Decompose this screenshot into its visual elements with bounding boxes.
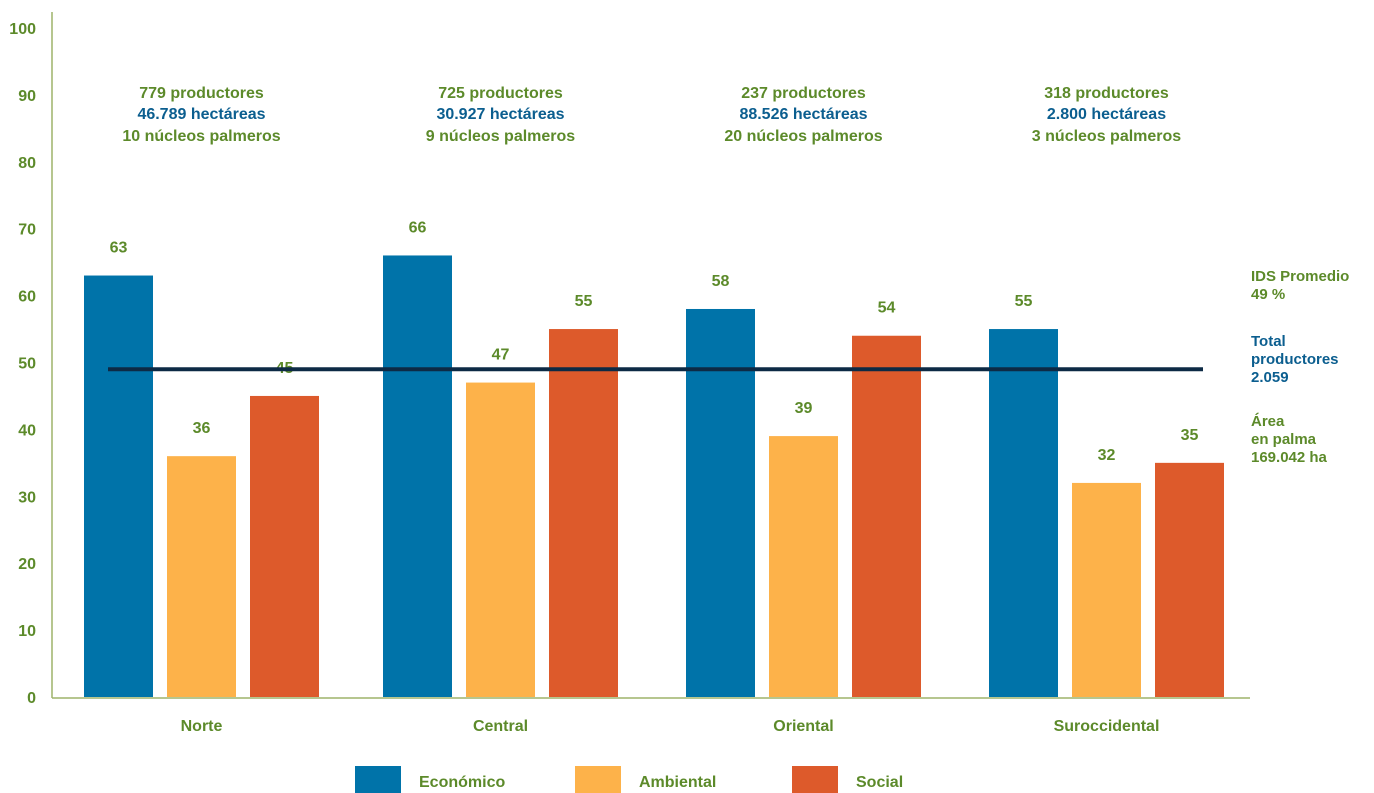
y-tick-label: 60 bbox=[18, 289, 36, 306]
bar-value-label: 54 bbox=[878, 300, 896, 317]
info-hectareas: 30.927 hectáreas bbox=[436, 106, 564, 123]
bar-central-ambiental bbox=[466, 382, 535, 697]
bar-value-label: 35 bbox=[1181, 427, 1199, 444]
bar-central-social bbox=[549, 329, 618, 697]
y-tick-label: 100 bbox=[9, 21, 36, 38]
bar-norte-economico bbox=[84, 275, 153, 697]
side-note-ids: IDS Promedio bbox=[1251, 268, 1349, 285]
y-tick-label: 50 bbox=[18, 356, 36, 373]
side-note-productores: productores bbox=[1251, 351, 1339, 368]
bar-value-label: 36 bbox=[193, 420, 211, 437]
side-note-area: Área bbox=[1251, 413, 1285, 430]
info-productores: 779 productores bbox=[139, 85, 264, 102]
bar-central-economico bbox=[383, 255, 452, 697]
bar-norte-ambiental bbox=[167, 456, 236, 697]
info-hectareas: 88.526 hectáreas bbox=[739, 106, 867, 123]
bar-value-label: 47 bbox=[492, 347, 510, 364]
x-category-label: Oriental bbox=[773, 718, 833, 735]
bar-oriental-social bbox=[852, 335, 921, 697]
legend-swatch bbox=[792, 766, 838, 793]
bar-suroccidental-ambiental bbox=[1072, 482, 1141, 697]
y-tick-label: 40 bbox=[18, 422, 36, 439]
y-tick-label: 10 bbox=[18, 623, 36, 640]
legend-label: Ambiental bbox=[639, 774, 716, 791]
side-note-area: 169.042 ha bbox=[1251, 449, 1328, 466]
bar-value-label: 32 bbox=[1098, 447, 1116, 464]
bar-suroccidental-economico bbox=[989, 329, 1058, 697]
info-nucleos: 10 núcleos palmeros bbox=[122, 128, 280, 145]
side-note-area: en palma bbox=[1251, 431, 1317, 448]
info-hectareas: 46.789 hectáreas bbox=[137, 106, 265, 123]
bar-oriental-ambiental bbox=[769, 436, 838, 697]
y-tick-label: 30 bbox=[18, 489, 36, 506]
bar-oriental-economico bbox=[686, 308, 755, 697]
info-hectareas: 2.800 hectáreas bbox=[1047, 106, 1166, 123]
bar-value-label: 63 bbox=[110, 240, 128, 257]
info-productores: 237 productores bbox=[741, 85, 866, 102]
info-nucleos: 9 núcleos palmeros bbox=[426, 128, 575, 145]
legend-label: Social bbox=[856, 774, 903, 791]
bar-value-label: 55 bbox=[1015, 293, 1033, 310]
info-nucleos: 20 núcleos palmeros bbox=[724, 128, 882, 145]
bar-value-label: 39 bbox=[795, 400, 813, 417]
info-productores: 318 productores bbox=[1044, 85, 1169, 102]
info-nucleos: 3 núcleos palmeros bbox=[1032, 128, 1181, 145]
y-tick-label: 0 bbox=[27, 690, 36, 707]
bar-suroccidental-social bbox=[1155, 462, 1224, 697]
x-category-label: Suroccidental bbox=[1054, 718, 1160, 735]
info-productores: 725 productores bbox=[438, 85, 563, 102]
y-tick-label: 80 bbox=[18, 155, 36, 172]
legend-swatch bbox=[575, 766, 621, 793]
x-category-label: Central bbox=[473, 718, 528, 735]
y-tick-label: 70 bbox=[18, 222, 36, 239]
side-note-ids: 49 % bbox=[1251, 286, 1285, 303]
x-category-label: Norte bbox=[181, 718, 223, 735]
bar-norte-social bbox=[250, 395, 319, 697]
side-note-productores: 2.059 bbox=[1251, 369, 1289, 386]
bar-value-label: 55 bbox=[575, 293, 593, 310]
y-tick-label: 20 bbox=[18, 556, 36, 573]
legend-label: Económico bbox=[419, 774, 505, 791]
bar-value-label: 58 bbox=[712, 273, 730, 290]
bar-value-label: 66 bbox=[409, 219, 427, 236]
y-tick-label: 90 bbox=[18, 88, 36, 105]
side-note-productores: Total bbox=[1251, 333, 1286, 350]
legend-swatch bbox=[355, 766, 401, 793]
